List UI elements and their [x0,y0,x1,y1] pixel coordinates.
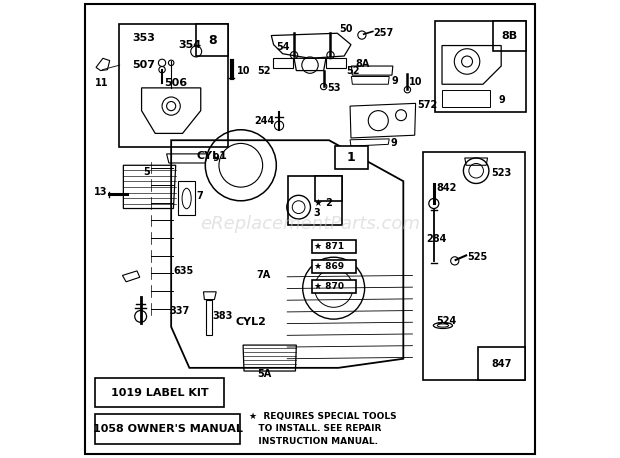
Text: 10: 10 [409,77,423,87]
Text: 353: 353 [133,33,156,43]
Text: ★ 2: ★ 2 [314,197,332,207]
Text: 13: 13 [94,187,107,196]
Text: 847: 847 [491,359,512,369]
Text: 9: 9 [212,153,219,164]
Bar [95,378,223,408]
Text: 337: 337 [169,306,189,316]
Text: eReplacementParts.com: eReplacementParts.com [200,215,420,234]
Text: 284: 284 [427,234,447,244]
Text: 257: 257 [374,28,394,38]
Text: 507: 507 [133,60,156,70]
Text: 524: 524 [436,316,457,326]
Text: 11: 11 [95,78,108,88]
Text: 523: 523 [491,169,512,179]
Bar [435,21,526,112]
Bar [312,260,356,273]
Text: 842: 842 [436,183,457,193]
Text: CYL2: CYL2 [236,317,266,327]
Text: 506: 506 [164,78,187,88]
Text: 52: 52 [347,65,360,76]
Text: 244: 244 [254,116,275,125]
Text: 5: 5 [144,167,151,177]
Bar [477,347,525,380]
Bar [494,21,526,51]
Text: 3: 3 [314,208,321,218]
Bar [95,414,240,444]
Bar [288,176,342,225]
Text: 354: 354 [178,40,201,49]
Text: 53: 53 [327,83,340,93]
Text: 525: 525 [467,252,487,262]
Text: 383: 383 [213,311,233,322]
Text: 572: 572 [417,100,438,110]
Text: 10: 10 [237,66,250,76]
Text: 9: 9 [390,137,397,147]
Bar [119,24,228,147]
Text: ★ 870: ★ 870 [314,282,343,291]
Bar [196,24,228,56]
Text: ★  REQUIRES SPECIAL TOOLS
   TO INSTALL. SEE REPAIR
   INSTRUCTION MANUAL.: ★ REQUIRES SPECIAL TOOLS TO INSTALL. SEE… [249,412,396,446]
Text: 8B: 8B [502,31,518,41]
Text: 8A: 8A [355,59,370,69]
Text: 9: 9 [499,95,506,105]
Text: ★ 871: ★ 871 [314,242,343,251]
Text: CYL1: CYL1 [197,151,228,161]
Text: 1: 1 [347,151,356,164]
Text: 1058 OWNER'S MANUAL: 1058 OWNER'S MANUAL [92,424,242,434]
Text: 54: 54 [277,42,290,52]
Bar [312,280,356,293]
Text: 5A: 5A [257,369,272,379]
Text: 635: 635 [174,266,193,276]
Bar [423,152,525,380]
Text: 7A: 7A [257,270,271,280]
Bar [312,240,356,253]
Text: 7: 7 [197,191,203,201]
Text: 9: 9 [391,76,398,86]
Text: 50: 50 [340,24,353,34]
Bar [335,146,368,169]
Text: 8: 8 [208,33,216,47]
Text: 1019 LABEL KIT: 1019 LABEL KIT [110,388,208,398]
Text: ★ 869: ★ 869 [314,262,343,271]
Bar [314,176,342,201]
Text: 52: 52 [257,65,270,76]
